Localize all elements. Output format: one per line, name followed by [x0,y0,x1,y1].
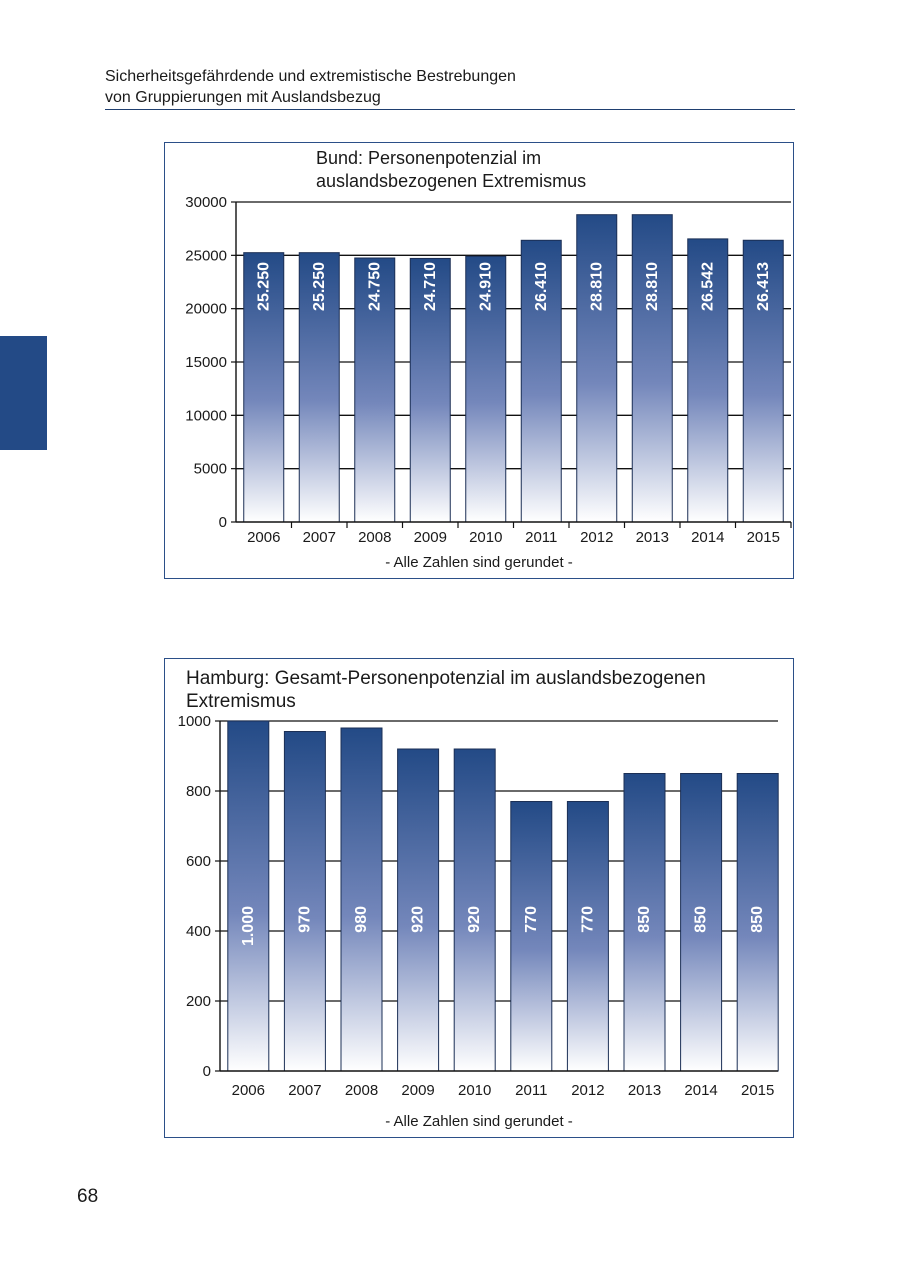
y-tick-label: 200 [186,993,211,1010]
bar-value-label: 1.000 [240,906,257,946]
bar-value-label: 770 [579,906,596,933]
header-line-2: von Gruppierungen mit Auslandsbezug [105,89,381,106]
bar-value-label: 970 [296,906,313,933]
bar [227,720,270,1072]
y-tick-label: 400 [186,923,211,940]
bar [465,255,507,523]
bar [623,773,666,1072]
x-tick-label: 2012 [571,1082,604,1099]
x-tick-label: 2012 [580,529,613,546]
bar-value-label: 980 [353,906,370,933]
y-tick-label: 5000 [194,461,227,478]
bar [576,214,618,523]
bar [340,727,383,1072]
y-tick-label: 0 [219,514,227,531]
bar [409,257,451,523]
x-tick-label: 2006 [232,1082,265,1099]
bar-value-label: 850 [749,906,766,933]
bar [742,239,784,523]
chart-note: - Alle Zahlen sind gerundet - [385,1113,573,1130]
header-line-1: Sicherheitsgefährdende und extremistisch… [105,68,516,85]
bar [510,801,553,1072]
x-tick-label: 2007 [303,529,336,546]
y-tick-label: 1000 [178,713,211,730]
chart-title-line-2: auslandsbezogenen Extremismus [316,171,586,191]
bar [631,214,673,523]
y-tick-label: 20000 [185,301,227,318]
bar-value-label: 920 [466,906,483,933]
chart-note: - Alle Zahlen sind gerundet - [385,554,573,571]
bar-value-label: 28.810 [644,262,661,311]
bar [354,257,396,523]
x-tick-label: 2011 [525,529,557,546]
x-tick-label: 2013 [628,1082,661,1099]
bar-value-label: 25.250 [311,262,328,311]
y-tick-label: 25000 [185,247,227,264]
chart-title-line-2: Extremismus [186,691,296,712]
x-tick-label: 2015 [747,529,780,546]
bar [566,801,609,1072]
bar-value-label: 28.810 [588,262,605,311]
chart-title-line-1: Bund: Personenpotenzial im [316,148,541,168]
x-tick-label: 2008 [358,529,391,546]
chapter-side-tab [0,336,47,450]
bar [736,773,779,1072]
bar [520,239,562,523]
y-tick-label: 600 [186,853,211,870]
chart-title-line-1: Hamburg: Gesamt-Personenpotenzial im aus… [186,668,706,689]
x-tick-label: 2010 [469,529,502,546]
running-header: Sicherheitsgefährdende und extremistisch… [105,66,795,108]
bar-value-label: 24.910 [477,262,494,311]
y-tick-label: 10000 [185,407,227,424]
bar-value-label: 850 [636,906,653,933]
chart-bund-frame: Bund: Personenpotenzial im auslandsbezog… [164,142,794,579]
y-tick-label: 800 [186,783,211,800]
bar-value-label: 26.410 [533,262,550,311]
bar [453,748,496,1072]
bar-value-label: 24.750 [366,262,383,311]
x-tick-label: 2011 [515,1082,547,1099]
bar-value-label: 770 [523,906,540,933]
x-tick-label: 2013 [636,529,669,546]
x-tick-label: 2014 [684,1082,717,1099]
bar-value-label: 24.710 [422,262,439,311]
x-tick-label: 2010 [458,1082,491,1099]
page-number: 68 [77,1186,99,1207]
y-tick-label: 15000 [185,354,227,371]
bar [397,748,440,1072]
x-tick-label: 2009 [401,1082,434,1099]
x-tick-label: 2015 [741,1082,774,1099]
bar [283,731,326,1072]
chart-hamburg: Hamburg: Gesamt-Personenpotenzial im aus… [178,668,779,1130]
bar-value-label: 26.413 [755,262,772,311]
y-tick-label: 0 [203,1063,211,1080]
bar-value-label: 920 [410,906,427,933]
bar [298,252,340,523]
x-tick-label: 2009 [414,529,447,546]
bar-value-label: 850 [693,906,710,933]
y-tick-label: 30000 [185,194,227,211]
bar-value-label: 26.542 [699,262,716,311]
x-tick-label: 2007 [288,1082,321,1099]
bar [687,238,729,523]
bar-value-label: 25.250 [255,262,272,311]
x-tick-label: 2006 [247,529,280,546]
chart-bund: Bund: Personenpotenzial im auslandsbezog… [185,148,792,571]
header-rule [105,109,795,110]
bar [680,773,723,1072]
chart-hamburg-frame: Hamburg: Gesamt-Personenpotenzial im aus… [164,658,794,1138]
x-tick-label: 2008 [345,1082,378,1099]
x-tick-label: 2014 [691,529,724,546]
